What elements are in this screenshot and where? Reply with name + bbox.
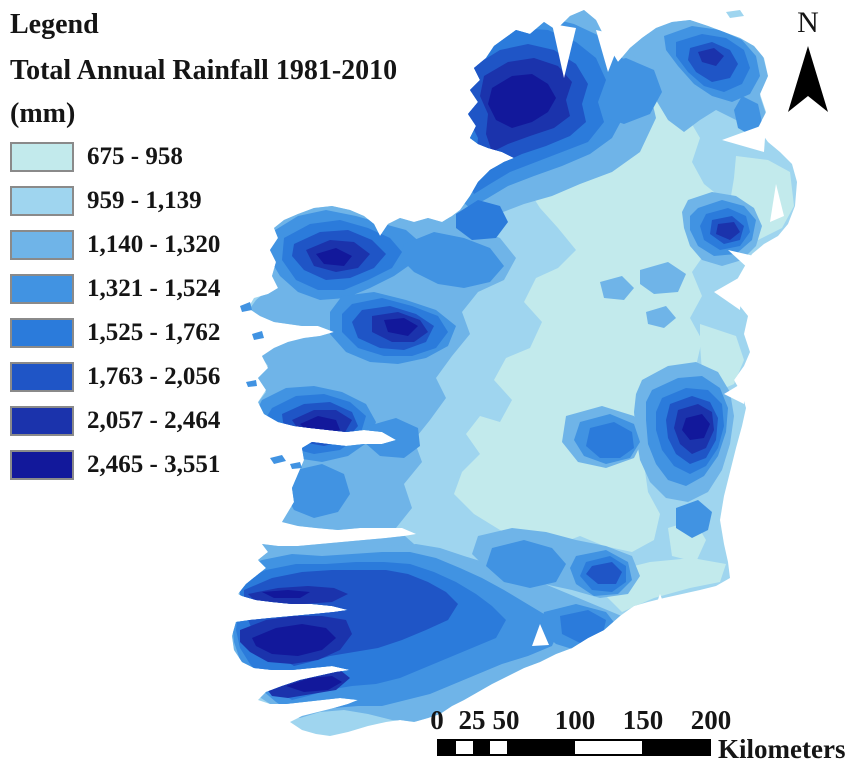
cork-harbour [532,624,549,646]
legend-range-label: 675 - 958 [87,142,183,170]
scale-bar: 0 25 50 100 150 200 Kilometers [430,703,850,764]
legend-item: 1,525 - 1,762 [10,317,528,348]
scale-tick: 50 [492,705,520,735]
belfast-lough [722,124,766,152]
legend-header: Legend [10,9,99,40]
north-arrow-icon [788,46,828,112]
legend-item: 1,763 - 2,056 [10,361,528,392]
carlingford-lough [728,250,754,270]
legend-swatch [10,273,74,304]
scale-tick: 25 [458,705,486,735]
sea-inlets [532,24,784,646]
legend-item: 1,140 - 1,320 [10,229,528,260]
legend-swatch [10,361,74,392]
legend-unit: (mm) [10,98,76,130]
legend-range-label: 2,465 - 3,551 [87,450,221,478]
legend-swatch [10,405,74,436]
north-arrow: N [780,8,836,120]
dublin-bay [724,382,744,404]
legend-swatch [10,449,74,480]
scale-tick: 150 [622,705,664,735]
legend-item: 2,057 - 2,464 [10,405,528,436]
scale-tick: 200 [690,705,732,735]
offshore-islands [240,302,302,469]
legend-swatch [10,141,74,172]
legend-item: 2,465 - 3,551 [10,449,528,480]
legend-title: Total Annual Rainfall 1981-2010 [10,54,398,86]
legend-range-label: 1,525 - 1,762 [87,318,221,346]
legend-swatch [10,229,74,260]
scale-tick: 0 [430,705,444,735]
rain-band-2465-3551 [252,74,710,692]
scale-tick: 100 [554,705,596,735]
legend-swatch [10,317,74,348]
legend-panel: Legend Total Annual Rainfall 1981-2010 (… [8,8,528,494]
legend-swatch [10,185,74,216]
lough-foyle [596,30,622,72]
legend-range-label: 2,057 - 2,464 [87,406,221,434]
scale-unit-label: Kilometers [718,734,846,764]
legend-item: 1,321 - 1,524 [10,273,528,304]
legend-range-label: 959 - 1,139 [87,186,202,214]
north-label: N [797,6,819,39]
legend-item: 675 - 958 [10,141,528,172]
waterford-harbour [652,594,668,616]
legend-range-label: 1,140 - 1,320 [87,230,221,258]
legend-item: 959 - 1,139 [10,185,528,216]
lough-swilly [552,24,576,78]
legend-range-label: 1,763 - 2,056 [87,362,221,390]
scale-bar-strip [437,739,711,756]
strangford-lough [770,184,784,222]
dundalk-bay [714,276,742,310]
legend-range-label: 1,321 - 1,524 [87,274,221,302]
rathlin-island [726,10,744,18]
